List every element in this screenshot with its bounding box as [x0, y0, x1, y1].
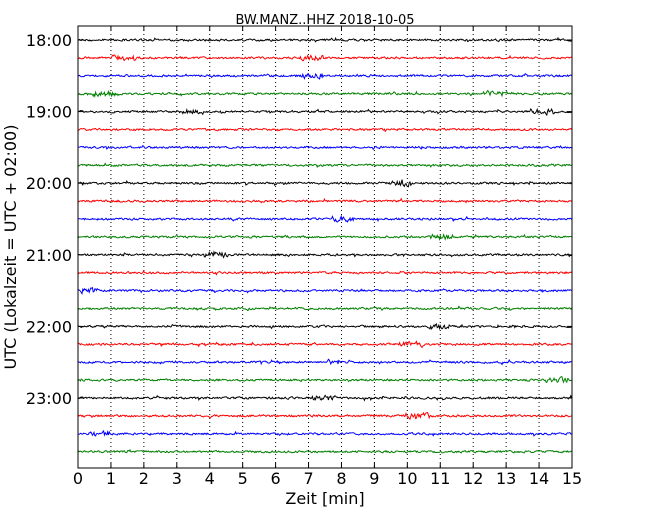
y-axis-label: UTC (Lokalzeit = UTC + 02:00) [1, 125, 20, 370]
trace-2315 [77, 411, 572, 420]
x-tick-label: 8 [336, 469, 346, 488]
trace-2215 [77, 340, 572, 349]
x-tick-label: 6 [271, 469, 281, 488]
trace-1800 [77, 36, 572, 43]
y-tick-label: 22:00 [26, 317, 72, 336]
trace-2000 [77, 179, 573, 188]
y-tick-label: 20:00 [26, 174, 72, 193]
vertical-grid [110, 26, 540, 468]
trace-2230 [77, 358, 572, 366]
trace-2015 [77, 197, 572, 204]
x-tick-label: 9 [369, 469, 379, 488]
x-axis-ticks: 0 1 2 3 4 5 6 7 8 9 10 11 12 13 14 15 [73, 26, 582, 488]
trace-1945 [77, 162, 572, 168]
trace-1815 [77, 54, 572, 62]
trace-2130 [77, 286, 572, 295]
plot-frame [77, 25, 573, 469]
y-tick-label: 21:00 [26, 246, 72, 265]
y-tick-label: 23:00 [26, 389, 72, 408]
chart-title: BW.MANZ..HHZ 2018-10-05 [235, 13, 414, 28]
y-axis-ticks: 18:00 19:00 20:00 21:00 22:00 23:00 [26, 31, 572, 408]
x-tick-label: 2 [139, 469, 149, 488]
trace-2045 [77, 233, 572, 242]
trace-2145 [77, 305, 573, 312]
trace-2115 [77, 269, 572, 276]
seismic-traces [77, 36, 573, 454]
trace-1830 [77, 72, 572, 80]
x-tick-label: 13 [496, 469, 516, 488]
x-tick-label: 10 [397, 469, 417, 488]
trace-2245 [77, 376, 572, 384]
x-tick-label: 7 [303, 469, 313, 488]
trace-1900 [77, 107, 572, 117]
trace-1915 [77, 127, 572, 133]
trace-1845 [77, 89, 572, 99]
y-tick-label: 18:00 [26, 31, 72, 50]
x-tick-label: 0 [73, 469, 83, 488]
trace-2345 [77, 448, 572, 454]
x-tick-label: 4 [205, 469, 215, 488]
trace-2330 [77, 429, 572, 437]
trace-2200 [77, 322, 572, 331]
trace-1930 [77, 144, 572, 151]
x-tick-label: 15 [562, 469, 582, 488]
x-tick-label: 3 [172, 469, 182, 488]
trace-2300 [77, 394, 573, 402]
trace-2100 [77, 250, 572, 259]
x-tick-label: 12 [463, 469, 483, 488]
x-tick-label: 5 [238, 469, 248, 488]
x-tick-label: 11 [430, 469, 450, 488]
x-tick-label: 14 [529, 469, 549, 488]
x-axis-label: Zeit [min] [285, 489, 364, 508]
x-tick-label: 1 [106, 469, 116, 488]
trace-2030 [77, 214, 572, 223]
y-tick-label: 19:00 [26, 103, 72, 122]
